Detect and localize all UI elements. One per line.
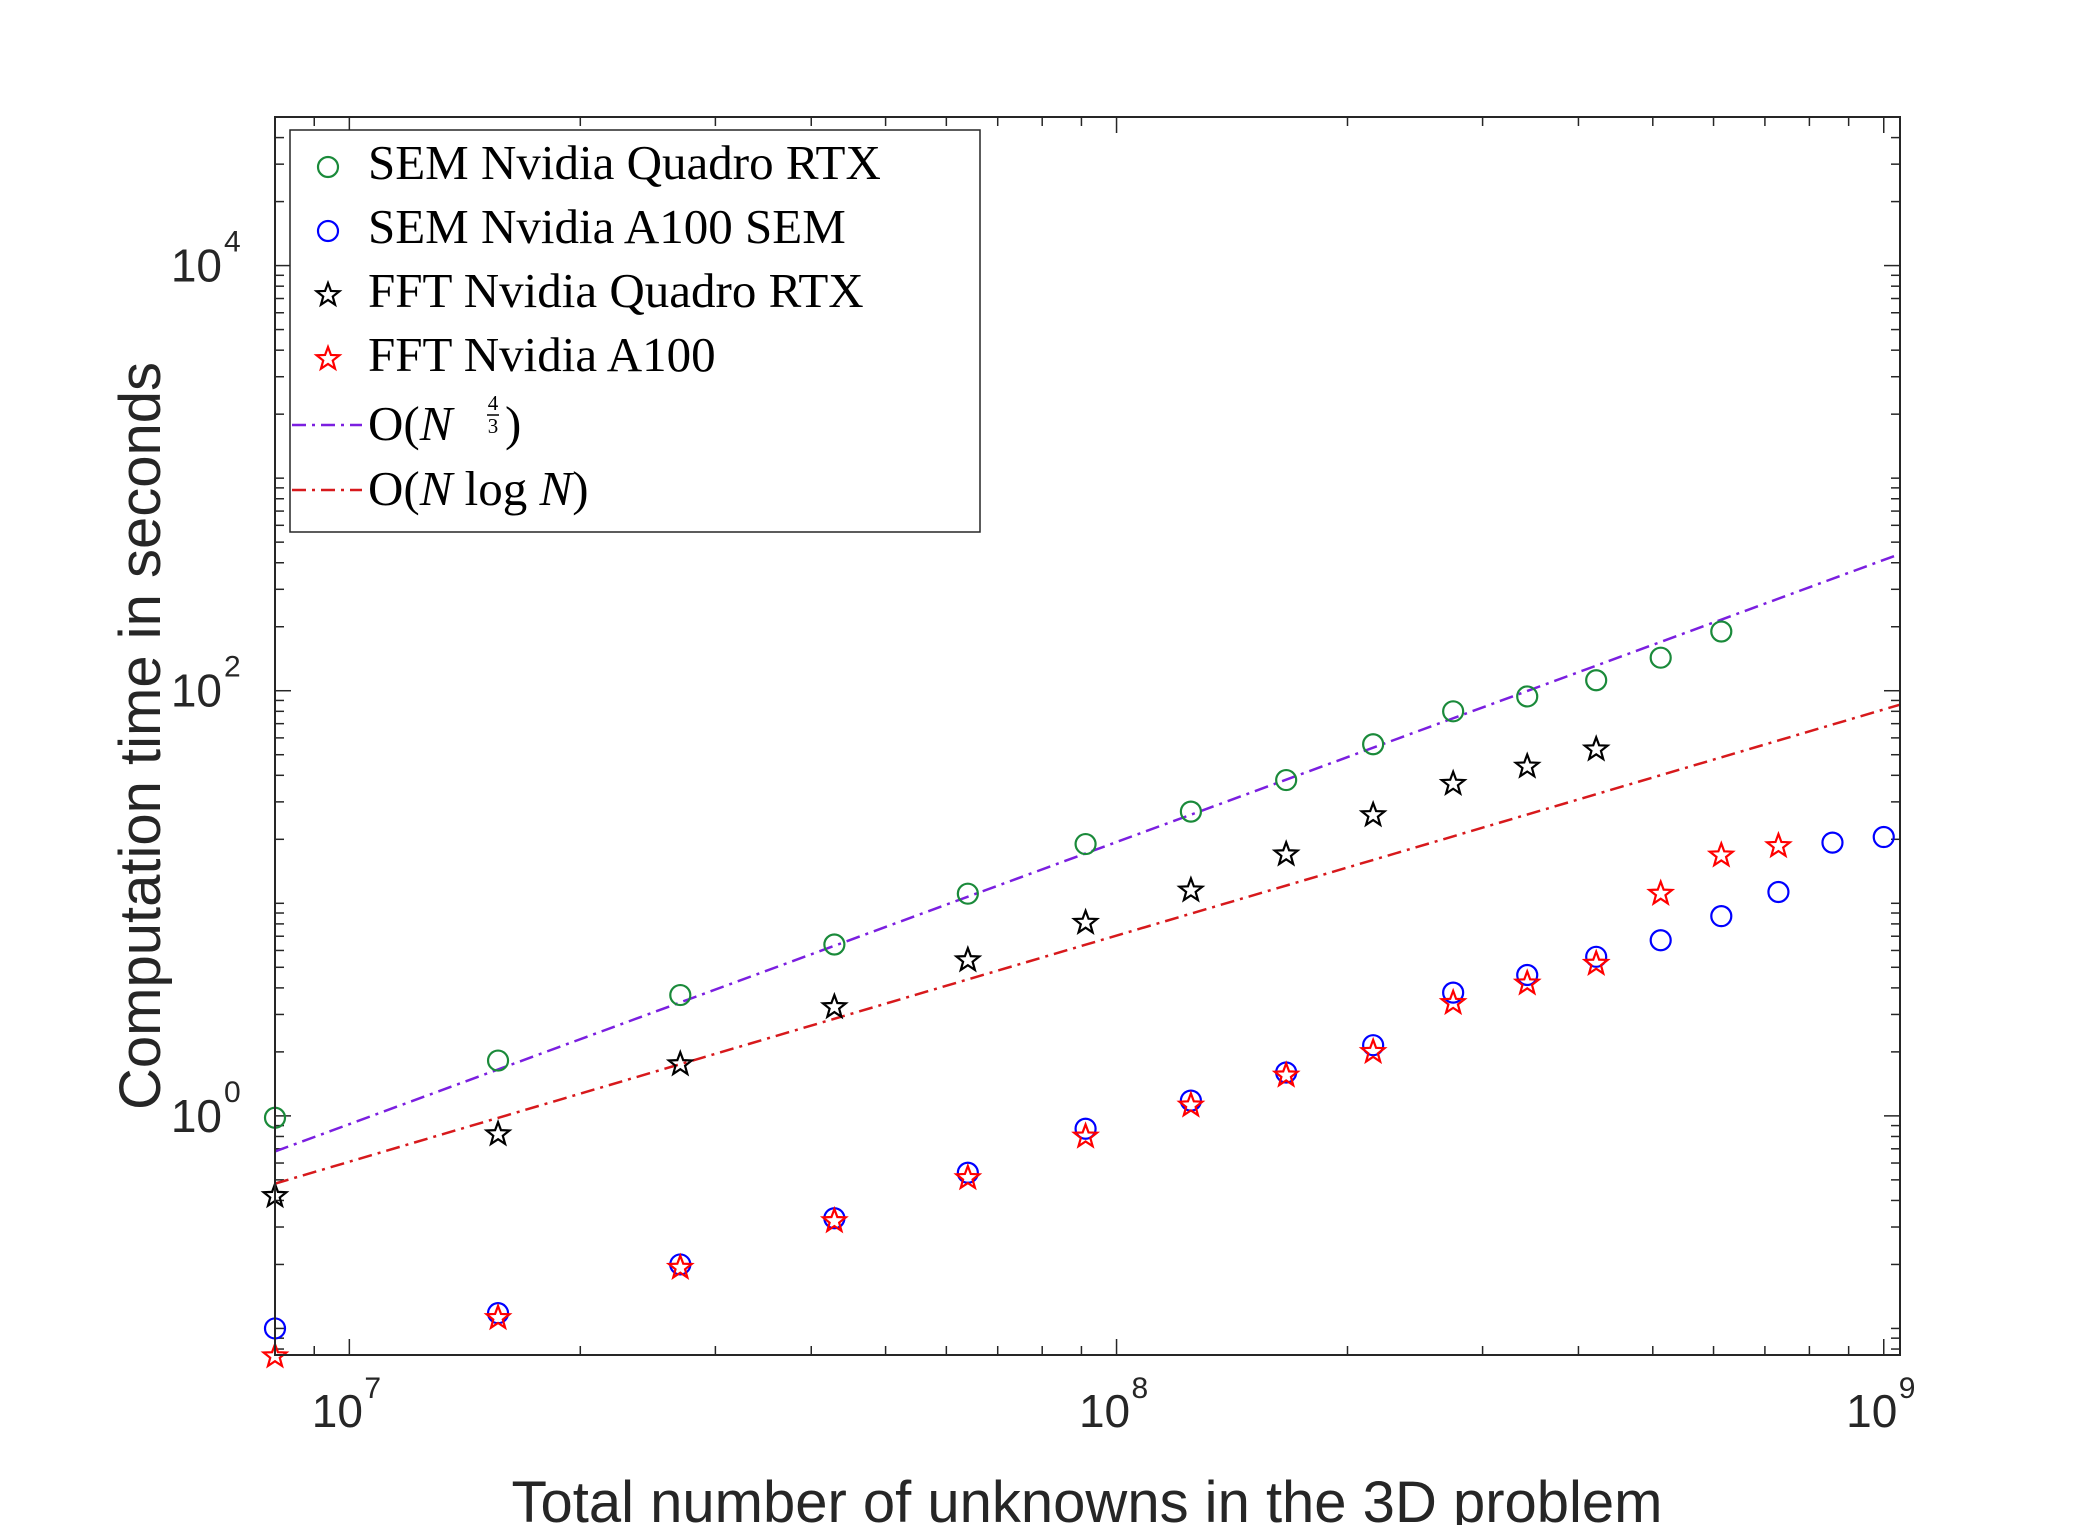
series-3-point — [953, 1162, 983, 1191]
series-3-point — [1646, 878, 1676, 906]
series-2-point — [1176, 875, 1206, 903]
legend-label-fft-a100: FFT Nvidia A100 — [368, 327, 716, 382]
series-3-point — [1764, 830, 1793, 859]
legend-n43-exp-num: 4 — [488, 391, 499, 415]
legend-n43-suffix: ) — [505, 396, 521, 451]
legend-label-fft-quadro: FFT Nvidia Quadro RTX — [368, 263, 864, 318]
legend-nlogn-suffix: ) — [572, 461, 588, 516]
legend-n43-prefix: O( — [368, 396, 420, 451]
series-3-point — [483, 1302, 513, 1331]
legend-n43-var: N — [419, 396, 455, 451]
series-1-point — [1585, 945, 1608, 968]
y-tick-label: 10 — [171, 240, 222, 292]
legend-n43-exp-den: 3 — [488, 414, 499, 438]
series-2-point — [1512, 751, 1542, 779]
series-0-point — [1179, 800, 1202, 823]
series-0-point — [1074, 832, 1097, 856]
x-tick-label: 10 — [1846, 1385, 1897, 1437]
series-2-point — [819, 991, 849, 1020]
series-2-point — [1438, 768, 1468, 797]
fit-line-5 — [274, 703, 1901, 1185]
series-1-point — [1362, 1034, 1385, 1057]
series-3-point — [1071, 1121, 1101, 1149]
y-tick-label: 10 — [171, 1090, 222, 1142]
tick-labels: 10 7 10 8 10 910 010 210 4 — [171, 226, 1916, 1437]
y-tick-label-exponent: 4 — [224, 226, 241, 259]
x-tick-label-exponent: 9 — [1899, 1372, 1916, 1405]
series-1-point — [1710, 905, 1733, 928]
series-0-point — [1362, 733, 1385, 756]
legend-label-n43: O(N — [368, 396, 455, 451]
series-2-point — [1071, 907, 1101, 936]
series-1-point — [1767, 880, 1790, 904]
legend-marker-2 — [313, 279, 343, 308]
y-axis-title: Computation time in seconds — [108, 362, 173, 1110]
legend-label-sem-quadro: SEM Nvidia Quadro RTX — [368, 135, 881, 190]
legend-nlogn-mid: log — [452, 461, 539, 516]
series-1-point — [1872, 825, 1895, 849]
series-3-point — [1358, 1036, 1388, 1065]
legend-marker-0 — [316, 155, 340, 179]
series-2-point — [953, 945, 983, 973]
series-0-point — [1649, 646, 1672, 669]
series-2-point — [1358, 799, 1388, 828]
series-3-point — [665, 1252, 695, 1281]
legend-nlogn-var2: N — [539, 461, 575, 516]
series-3-point — [1176, 1090, 1206, 1118]
data-markers — [260, 620, 1895, 1369]
plot-frame — [274, 116, 1901, 1356]
series-0-point — [956, 882, 979, 905]
series-0-point — [486, 1049, 510, 1072]
series-3-point — [1706, 840, 1736, 868]
series-1-point — [1649, 929, 1672, 952]
x-tick-label: 10 — [312, 1385, 363, 1437]
series-1-point — [1821, 831, 1844, 854]
series-2-point — [1581, 734, 1611, 762]
series-1-point — [1442, 981, 1465, 1004]
series-0-point — [823, 933, 846, 956]
x-tick-label-exponent: 7 — [364, 1372, 381, 1405]
x-axis-title: Total number of unknowns in the 3D probl… — [512, 1470, 1663, 1525]
legend-label-sem-a100: SEM Nvidia A100 SEM — [368, 199, 846, 254]
legend-box — [289, 129, 981, 533]
series-0-point — [1710, 620, 1733, 643]
y-tick-label: 10 — [171, 665, 222, 717]
series-2-point — [665, 1049, 695, 1077]
series-3-point — [819, 1205, 849, 1234]
series-0-point — [1275, 768, 1298, 792]
series-3-point — [260, 1341, 290, 1369]
series-3-point — [1512, 968, 1542, 996]
legend-nlogn-prefix: O( — [368, 461, 420, 516]
y-tick-label-exponent: 2 — [224, 651, 241, 684]
series-1-point — [1516, 963, 1539, 987]
fit-lines — [274, 552, 1901, 1185]
fit-line-4 — [274, 552, 1901, 1153]
series-2-point — [1271, 839, 1301, 867]
legend: SEM Nvidia Quadro RTX SEM Nvidia A100 SE… — [289, 129, 981, 533]
series-3-point — [1438, 987, 1468, 1016]
legend-marker-1 — [316, 219, 340, 243]
series-0-point — [669, 983, 692, 1007]
series-1-point — [1074, 1117, 1097, 1140]
x-tick-label-exponent: 8 — [1132, 1372, 1149, 1405]
series-0-point — [1585, 669, 1608, 692]
series-3-point — [1271, 1060, 1301, 1088]
series-2-point — [483, 1119, 513, 1147]
y-tick-label-exponent: 0 — [224, 1076, 241, 1109]
series-0-point — [1516, 685, 1539, 708]
legend-nlogn-var: N — [419, 461, 455, 516]
series-0-point — [1442, 700, 1465, 723]
x-tick-label: 10 — [1079, 1385, 1130, 1437]
legend-label-nlogn: O(N log N) — [368, 461, 589, 516]
series-3-point — [1581, 948, 1611, 976]
legend-marker-3 — [313, 343, 343, 372]
legend-markers — [292, 155, 362, 492]
